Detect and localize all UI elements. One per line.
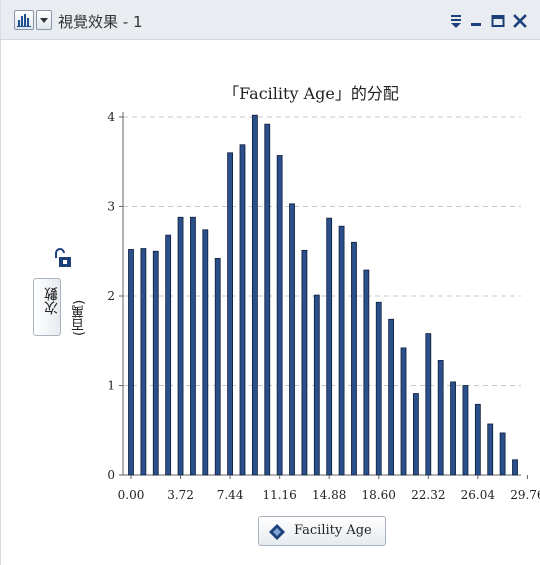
histogram-bar (177, 216, 184, 476)
y-tick-label: 4 (107, 110, 115, 124)
histogram-bar (462, 385, 469, 476)
lock-icon[interactable] (53, 248, 73, 270)
histogram-bar (214, 258, 221, 476)
histogram-bar (450, 381, 456, 476)
histogram-bar (251, 114, 258, 476)
x-tick-label: 29.76 (510, 488, 540, 502)
x-tick-label: 0.00 (118, 488, 145, 502)
y-axis-role-button[interactable]: 次數 (33, 278, 61, 336)
histogram-icon (17, 14, 31, 27)
histogram-bar (264, 123, 271, 476)
histogram-bar (499, 432, 506, 476)
y-axis-role-label: 次數 (44, 287, 60, 315)
histogram-bar (363, 269, 370, 476)
chart-type-button[interactable] (14, 10, 34, 30)
y-tick-label: 3 (107, 200, 115, 214)
histogram-bar (437, 360, 444, 476)
histogram-bar (400, 347, 407, 476)
histogram-bar (351, 241, 357, 476)
menu-icon[interactable] (447, 12, 465, 30)
y-tick-label: 0 (107, 468, 115, 482)
histogram-bar (425, 333, 432, 476)
x-axis-role-button[interactable]: Facility Age (258, 516, 386, 546)
minimize-icon[interactable] (467, 12, 485, 30)
x-tick-label: 7.44 (217, 488, 244, 502)
x-tick-label: 22.32 (411, 488, 445, 502)
x-tick-label: 14.88 (312, 488, 346, 502)
measure-icon (269, 524, 285, 540)
x-tick-label: 26.04 (461, 488, 496, 502)
histogram-bar (326, 217, 333, 476)
histogram-bar (388, 318, 395, 476)
histogram-bar (375, 301, 382, 476)
histogram-bar (301, 249, 308, 476)
histogram-bar (276, 155, 283, 476)
histogram-bar (289, 203, 295, 476)
histogram-bar (128, 249, 134, 476)
histogram-bar (474, 403, 481, 476)
x-tick-label: 18.60 (362, 488, 396, 502)
window-titlebar: 視覺效果 - 1 (1, 0, 540, 40)
histogram-bar (313, 294, 320, 476)
chart-title: 「Facility Age」的分配 (223, 84, 399, 103)
histogram-bar (487, 423, 494, 476)
y-axis-unit-label: (百萬) (72, 299, 87, 336)
histogram-bar (512, 459, 518, 476)
histogram-bar (338, 225, 345, 476)
x-axis-label: Facility Age (294, 523, 372, 538)
x-tick-label: 3.72 (167, 488, 194, 502)
close-icon[interactable] (511, 12, 529, 30)
histogram-bar (413, 393, 419, 476)
maximize-icon[interactable] (489, 12, 507, 30)
histogram-bar (227, 152, 233, 476)
histogram-bar (165, 234, 172, 476)
x-tick-label: 11.16 (262, 488, 296, 502)
histogram-bar (152, 250, 159, 476)
y-tick-label: 1 (107, 379, 115, 393)
y-tick-label: 2 (107, 289, 115, 303)
histogram-bar (239, 144, 246, 476)
histogram-bar (140, 248, 147, 476)
histogram-bar (202, 229, 209, 476)
chevron-down-icon (40, 18, 48, 23)
chart-type-dropdown[interactable] (36, 10, 52, 30)
histogram-bar (190, 216, 196, 476)
window-title: 視覺效果 - 1 (58, 13, 143, 31)
